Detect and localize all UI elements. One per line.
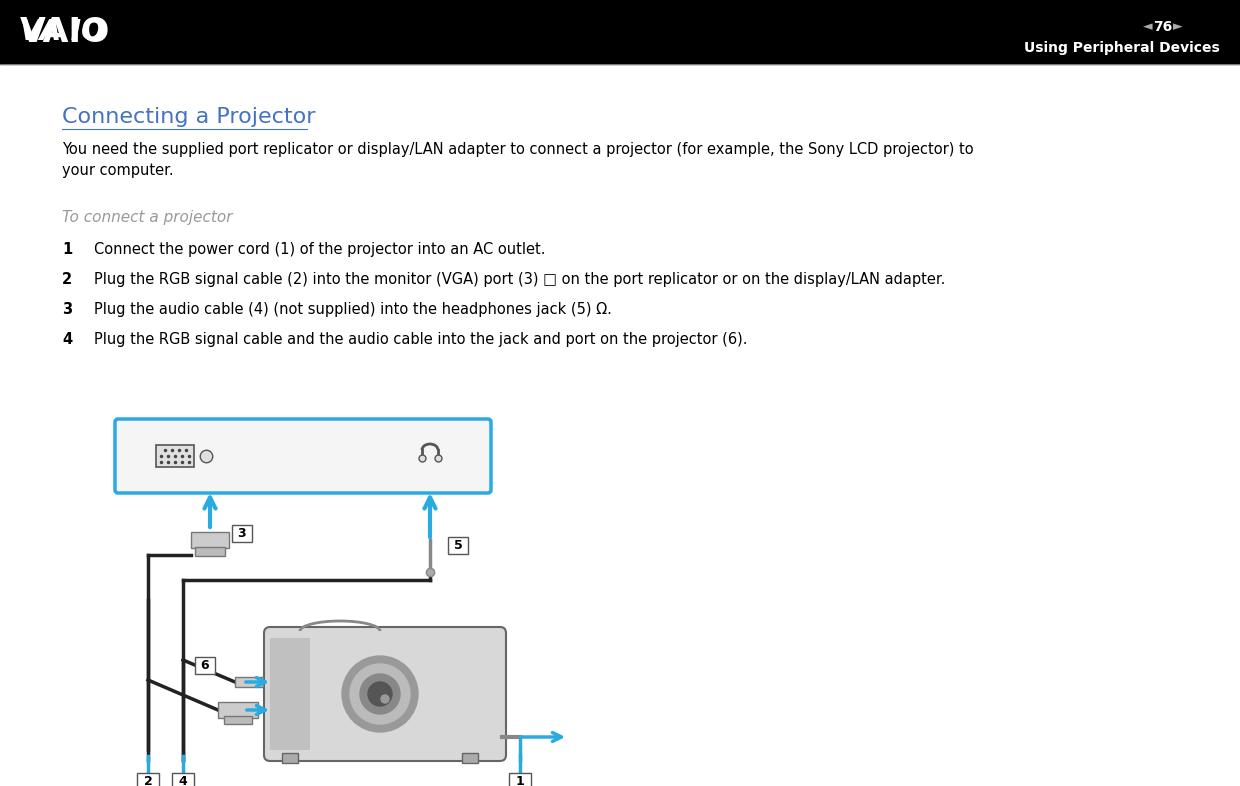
Text: 1: 1 bbox=[516, 775, 525, 786]
Bar bbox=[224, 716, 252, 724]
Text: 2: 2 bbox=[144, 775, 153, 786]
Bar bbox=[236, 677, 263, 687]
Bar bbox=[232, 525, 252, 542]
Text: VAIO: VAIO bbox=[20, 16, 110, 49]
Circle shape bbox=[381, 695, 389, 703]
Text: ◄: ◄ bbox=[1143, 20, 1153, 33]
Bar bbox=[448, 537, 467, 554]
Text: Using Peripheral Devices: Using Peripheral Devices bbox=[1024, 41, 1220, 55]
Text: ►: ► bbox=[1173, 20, 1183, 33]
Bar bbox=[463, 753, 477, 763]
Text: You need the supplied port replicator or display/LAN adapter to connect a projec: You need the supplied port replicator or… bbox=[62, 142, 973, 178]
Text: 1: 1 bbox=[62, 242, 72, 257]
Text: 3: 3 bbox=[62, 302, 72, 317]
Text: Plug the RGB signal cable and the audio cable into the jack and port on the proj: Plug the RGB signal cable and the audio … bbox=[94, 332, 748, 347]
Text: Plug the RGB signal cable (2) into the monitor (VGA) port (3) □ on the port repl: Plug the RGB signal cable (2) into the m… bbox=[94, 272, 945, 287]
Text: Plug the audio cable (4) (not supplied) into the headphones jack (5) Ω.: Plug the audio cable (4) (not supplied) … bbox=[94, 302, 611, 317]
Text: VA IO: VA IO bbox=[20, 18, 104, 46]
Bar bbox=[218, 702, 258, 718]
Bar bbox=[136, 773, 159, 786]
Circle shape bbox=[342, 656, 418, 732]
FancyBboxPatch shape bbox=[115, 419, 491, 493]
FancyBboxPatch shape bbox=[264, 627, 506, 761]
Text: To connect a projector: To connect a projector bbox=[62, 210, 233, 225]
Text: 2: 2 bbox=[62, 272, 72, 287]
Text: 6: 6 bbox=[201, 659, 210, 672]
Bar bbox=[0, 0, 1240, 64]
Bar bbox=[156, 445, 193, 467]
Text: Connecting a Projector: Connecting a Projector bbox=[62, 107, 315, 127]
Bar bbox=[195, 547, 224, 556]
Text: 76: 76 bbox=[1153, 20, 1173, 34]
Text: 4: 4 bbox=[179, 775, 187, 786]
Circle shape bbox=[350, 664, 410, 724]
Bar bbox=[508, 773, 531, 786]
Bar bbox=[195, 657, 215, 674]
Text: 4: 4 bbox=[62, 332, 72, 347]
Text: 5: 5 bbox=[454, 539, 463, 552]
Bar bbox=[270, 638, 310, 750]
Circle shape bbox=[360, 674, 401, 714]
Bar bbox=[281, 753, 298, 763]
Circle shape bbox=[368, 682, 392, 706]
Bar bbox=[191, 532, 229, 548]
Text: 3: 3 bbox=[238, 527, 247, 540]
Text: Connect the power cord (1) of the projector into an AC outlet.: Connect the power cord (1) of the projec… bbox=[94, 242, 546, 257]
Bar bbox=[172, 773, 193, 786]
